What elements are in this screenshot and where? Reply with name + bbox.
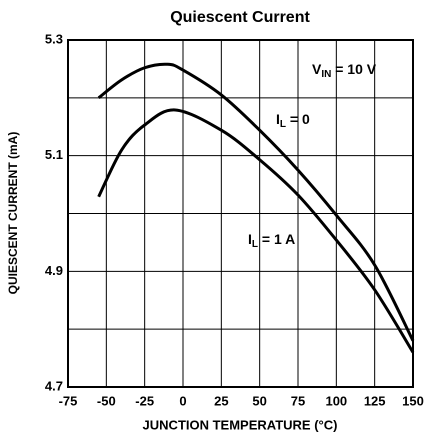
x-axis-label: JUNCTION TEMPERATURE (°C) (143, 417, 338, 432)
series-label-main: I (276, 111, 280, 127)
y-tick-label: 5.3 (45, 31, 63, 46)
annotation-rest: = 10 V (331, 61, 376, 77)
annotation-sub: IN (321, 69, 331, 80)
series-label: IL = 0 (276, 111, 310, 130)
x-tick-label: 125 (364, 393, 386, 408)
y-tick-label: 5.1 (45, 147, 63, 162)
x-tick-label: 100 (325, 393, 347, 408)
series-label: IL = 1 A (248, 231, 295, 250)
x-tick-label: 75 (291, 393, 305, 408)
y-tick-label: 4.9 (45, 263, 63, 278)
x-tick-label: -25 (135, 393, 154, 408)
x-tick-label: 50 (252, 393, 266, 408)
x-tick-label: -75 (59, 393, 78, 408)
plot-frame (67, 39, 414, 388)
series-label-main: I (248, 231, 252, 247)
series-label-rest: = 0 (286, 111, 310, 127)
x-tick-label: 25 (214, 393, 228, 408)
curve (97, 62, 415, 342)
annotation-main: V (312, 61, 322, 77)
series-label-sub: L (280, 119, 286, 130)
y-axis-label: QUIESCENT CURRENT (mA) (6, 132, 20, 295)
curve (97, 108, 415, 354)
y-tick-label: 4.7 (45, 378, 63, 393)
annotation: VIN = 10 V (312, 61, 377, 80)
x-tick-label: 150 (402, 393, 424, 408)
series-label-sub: L (252, 239, 258, 250)
chart-title: Quiescent Current (170, 9, 310, 26)
series-label-rest: = 1 A (258, 231, 295, 247)
x-tick-label: -50 (97, 393, 116, 408)
x-tick-label: 0 (179, 393, 186, 408)
